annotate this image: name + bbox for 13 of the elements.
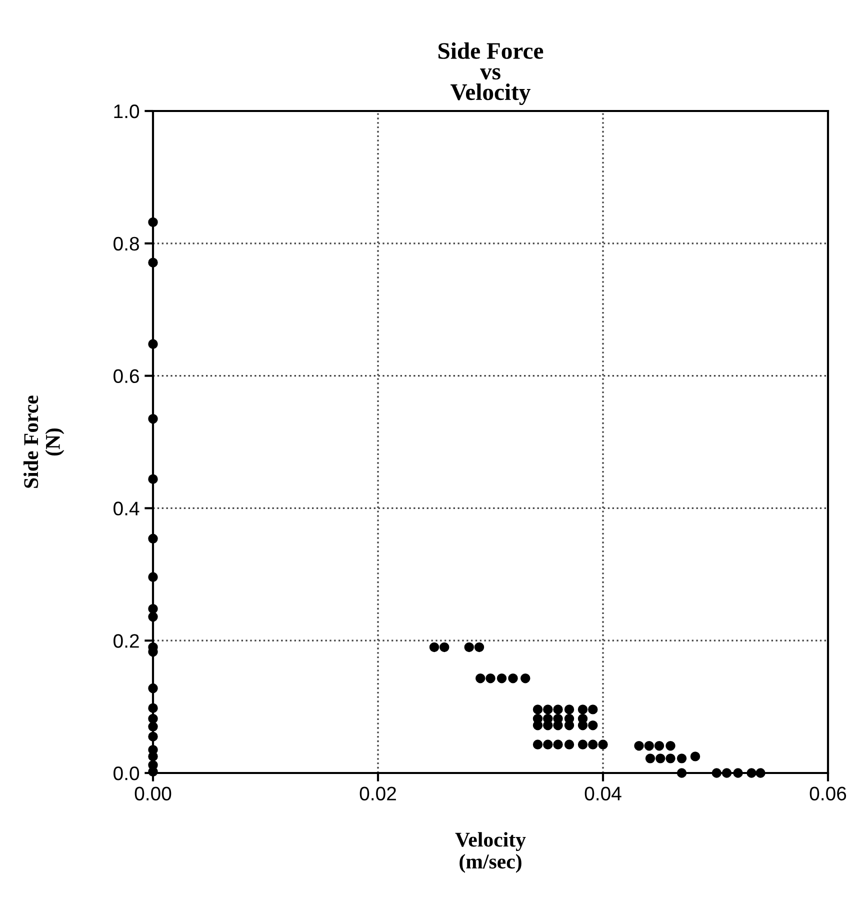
- x-tick-label: 0.04: [584, 786, 622, 800]
- y-tick-label: 1.0: [114, 104, 140, 118]
- y-tick-label: 0.6: [114, 369, 139, 384]
- y-tick-label: 0.4: [114, 502, 140, 516]
- x-axis-title: Velocity (m/sec): [455, 832, 526, 873]
- chart-title: Side Force vs Velocity: [438, 42, 544, 105]
- x-tick-label: 0.00: [134, 786, 172, 800]
- y-tick-label: 0.8: [114, 236, 139, 251]
- y-axis-title: Side Force (N): [23, 396, 64, 488]
- x-tick-label: 0.06: [810, 786, 846, 800]
- x-tick-label: 0.02: [360, 786, 396, 800]
- y-tick-label: 0.2: [114, 634, 139, 648]
- y-tick-label: 0.0: [114, 766, 140, 780]
